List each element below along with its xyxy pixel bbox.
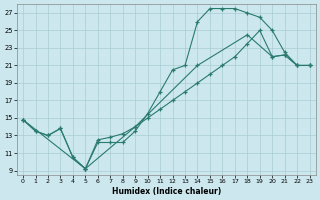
X-axis label: Humidex (Indice chaleur): Humidex (Indice chaleur) <box>112 187 221 196</box>
